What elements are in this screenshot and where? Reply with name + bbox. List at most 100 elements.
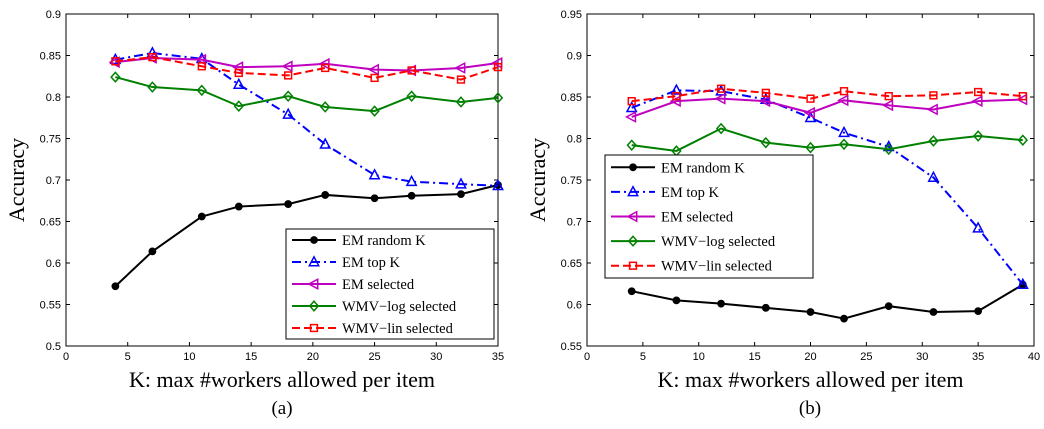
- series-wmv-log-selected: [626, 122, 1029, 157]
- legend-label: WMV−log selected: [342, 299, 457, 315]
- data-point: [405, 174, 418, 187]
- x-tick-label: 25: [368, 351, 380, 363]
- y-tick-label: 0.9: [46, 9, 61, 21]
- y-tick-label: 0.75: [561, 175, 582, 187]
- data-point: [929, 91, 938, 100]
- data-point: [839, 87, 849, 96]
- data-point: [194, 53, 207, 66]
- x-tick-label: 25: [860, 351, 872, 363]
- data-point: [626, 139, 637, 151]
- legend-label: EM top K: [661, 185, 720, 201]
- data-point: [972, 221, 985, 233]
- data-point: [884, 302, 893, 311]
- data-point: [806, 308, 815, 316]
- y-tick-label: 0.8: [46, 92, 61, 104]
- data-point: [406, 90, 417, 102]
- series-wmv-lin-selected: [627, 84, 1027, 106]
- data-point: [111, 57, 120, 66]
- data-point: [454, 62, 466, 74]
- data-point: [318, 57, 330, 70]
- x-tick-label: 15: [245, 351, 257, 363]
- data-point: [838, 125, 850, 138]
- legend-marker: [627, 235, 639, 247]
- legend-label: EM selected: [342, 277, 415, 293]
- y-axis-label: Accuracy: [525, 138, 550, 222]
- data-point: [803, 106, 815, 119]
- series-wmv-lin-selected: [111, 53, 503, 84]
- data-point: [717, 299, 725, 308]
- data-point: [407, 191, 416, 200]
- y-tick-label: 0.55: [561, 341, 582, 353]
- x-tick-label: 5: [125, 351, 131, 363]
- data-point: [627, 97, 636, 106]
- legend-box: [604, 154, 814, 279]
- y-axis-label: Accuracy: [4, 138, 29, 222]
- data-point: [761, 88, 770, 97]
- data-point: [491, 57, 503, 69]
- data-point: [282, 107, 295, 119]
- data-point: [319, 137, 332, 149]
- data-point: [883, 143, 894, 156]
- data-point: [760, 136, 772, 149]
- data-point: [111, 282, 120, 291]
- data-point: [1016, 277, 1029, 290]
- series-line: [114, 184, 499, 287]
- data-point: [456, 75, 466, 84]
- series-line: [631, 97, 1023, 118]
- data-point: [367, 63, 380, 76]
- legend-label: WMV−log selected: [661, 234, 776, 250]
- series-line: [631, 127, 1023, 152]
- series-wmv-log-selected: [110, 71, 504, 117]
- legend-marker: [309, 323, 319, 333]
- data-point: [197, 212, 206, 221]
- data-point: [840, 314, 848, 323]
- x-tick-label: 30: [916, 351, 928, 363]
- legend-marker: [627, 185, 639, 197]
- data-point: [838, 138, 850, 151]
- legend-marker: [629, 163, 637, 172]
- y-tick-label: 0.6: [46, 258, 61, 270]
- x-tick-label: 0: [584, 351, 590, 363]
- legend-marker: [626, 210, 638, 223]
- series-line: [115, 51, 499, 187]
- x-tick-label: 35: [492, 351, 504, 363]
- x-tick-label: 10: [183, 351, 195, 363]
- x-tick-label: 5: [640, 351, 646, 363]
- data-point: [196, 84, 207, 97]
- data-point: [147, 81, 158, 93]
- x-tick-label: 20: [307, 351, 319, 363]
- chart-1: 0 5 10 15 20 25 30 35 40 0.55 0.6 0.65 0.7 0.75 0.8 0.8…: [525, 9, 1040, 419]
- x-tick-label: 15: [749, 351, 761, 363]
- data-point: [837, 94, 849, 107]
- y-tick-label: 0.8: [567, 134, 582, 146]
- data-point: [672, 296, 681, 305]
- data-point: [1018, 92, 1027, 101]
- y-tick-label: 0.65: [561, 258, 582, 270]
- y-tick-label: 0.6: [567, 300, 582, 312]
- x-tick-label: 10: [693, 351, 705, 363]
- y-tick-label: 0.7: [567, 217, 582, 229]
- y-tick-label: 0.95: [561, 9, 582, 21]
- data-point: [971, 95, 983, 108]
- chart-0: 0 5 10 15 20 25 30 35 0.5 0.55 0.6 0.65 0.7 0.75 0.8 0.…: [4, 9, 504, 419]
- y-tick-label: 0.5: [46, 341, 61, 353]
- series-em-selected: [624, 92, 1028, 123]
- data-point: [370, 73, 379, 83]
- data-point: [369, 105, 380, 117]
- data-point: [884, 92, 893, 101]
- data-point: [882, 139, 895, 152]
- data-point: [234, 68, 243, 78]
- data-point: [881, 99, 894, 112]
- series-line: [631, 89, 1024, 286]
- legend-label: EM top K: [342, 255, 401, 271]
- data-point: [1017, 134, 1029, 146]
- legend-marker: [308, 255, 320, 267]
- data-point: [234, 202, 243, 211]
- data-point: [624, 110, 637, 123]
- y-tick-label: 0.85: [561, 92, 582, 104]
- y-tick-label: 0.65: [40, 217, 61, 229]
- y-tick-label: 0.75: [40, 134, 61, 146]
- x-tick-label: 35: [972, 351, 984, 363]
- x-tick-label: 40: [1028, 351, 1040, 363]
- legend-marker: [307, 278, 319, 290]
